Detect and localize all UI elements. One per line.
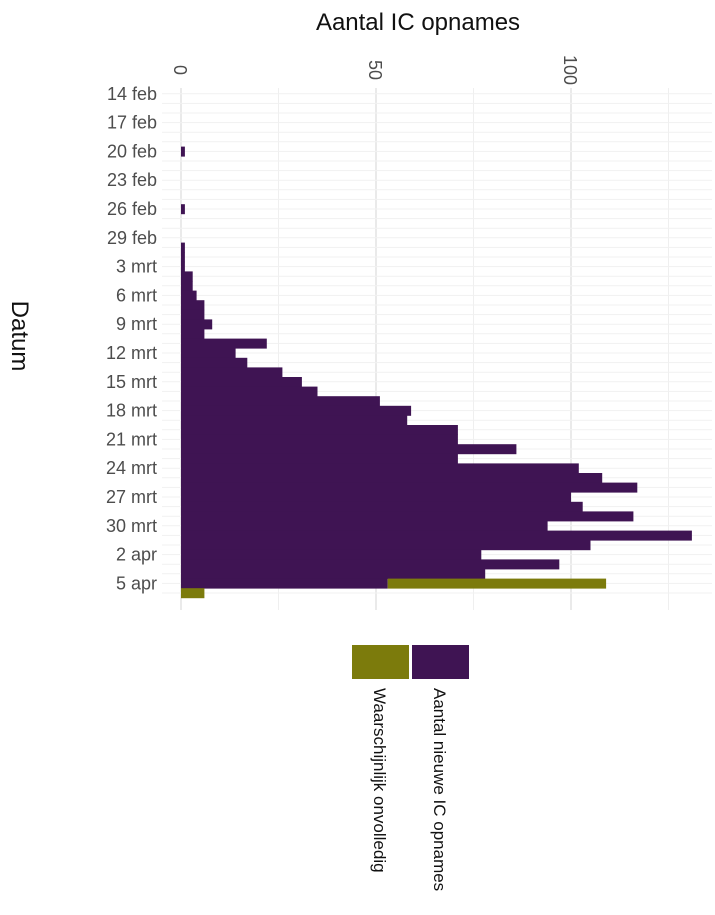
bar-new-ic-admissions <box>181 242 185 253</box>
bar-new-ic-admissions <box>181 329 205 339</box>
y-tick-label: 24 mrt <box>106 458 157 478</box>
y-tick-label: 18 mrt <box>106 401 157 421</box>
bar-new-ic-admissions <box>181 271 193 282</box>
y-axis-tick-labels: 14 feb 17 feb 20 feb 23 feb 26 feb 29 feb 3 mr… <box>106 84 157 594</box>
bar-new-ic-admissions <box>181 309 205 320</box>
bar-new-ic-admissions <box>181 204 185 215</box>
bar-new-ic-admissions <box>181 261 185 272</box>
bar-probably-incomplete <box>181 588 205 599</box>
bar-new-ic-admissions <box>181 396 380 407</box>
bar-new-ic-admissions <box>181 281 193 291</box>
bar-new-ic-admissions <box>181 386 318 397</box>
y-tick-label: 27 mrt <box>106 487 157 507</box>
bar-new-ic-admissions <box>181 492 571 503</box>
y-tick-label: 5 apr <box>116 573 157 593</box>
bar-new-ic-admissions <box>181 357 248 368</box>
bar-new-ic-admissions <box>181 252 185 263</box>
bar-new-ic-admissions <box>181 569 486 579</box>
x-tick-label: 100 <box>560 55 580 85</box>
bar-new-ic-admissions <box>181 482 638 493</box>
y-tick-label: 30 mrt <box>106 516 157 536</box>
bar-new-ic-admissions <box>181 425 458 435</box>
bar-new-ic-admissions <box>181 578 388 589</box>
bars <box>181 146 692 599</box>
x-tick-label: 50 <box>365 60 385 80</box>
bar-new-ic-admissions <box>181 319 213 330</box>
y-tick-label: 14 feb <box>107 84 157 104</box>
legend-label-probably-incomplete: Waarschijnlijk onvolledig <box>370 688 389 873</box>
y-tick-label: 15 mrt <box>106 372 157 392</box>
y-tick-label: 6 mrt <box>116 285 157 305</box>
bar-probably-incomplete <box>387 578 607 589</box>
bar-new-ic-admissions <box>181 511 634 522</box>
legend-key-new-ic-admissions <box>412 645 469 679</box>
bar-new-ic-admissions <box>181 463 579 474</box>
bar-new-ic-admissions <box>181 338 267 349</box>
legend-label-new-ic-admissions: Aantal nieuwe IC opnames <box>430 688 449 891</box>
bar-new-ic-admissions <box>181 501 583 512</box>
y-tick-label: 17 feb <box>107 113 157 133</box>
legend-key-probably-incomplete <box>352 645 409 679</box>
y-tick-label: 26 feb <box>107 199 157 219</box>
plot-panel <box>162 88 712 610</box>
bar-new-ic-admissions <box>181 521 548 531</box>
bar-new-ic-admissions <box>181 377 302 387</box>
bar-new-ic-admissions <box>181 540 591 551</box>
y-tick-label: 23 feb <box>107 170 157 190</box>
bar-new-ic-admissions <box>181 453 458 464</box>
bar-new-ic-admissions <box>181 434 458 445</box>
y-tick-label: 9 mrt <box>116 314 157 334</box>
bar-new-ic-admissions <box>181 530 692 541</box>
bar-new-ic-admissions <box>181 290 197 301</box>
bar-new-ic-admissions <box>181 300 205 311</box>
bar-new-ic-admissions <box>181 559 560 570</box>
y-tick-label: 21 mrt <box>106 429 157 449</box>
bar-new-ic-admissions <box>181 348 236 359</box>
x-tick-label: 0 <box>170 65 190 75</box>
y-tick-label: 2 apr <box>116 545 157 565</box>
bar-new-ic-admissions <box>181 405 412 416</box>
y-tick-label: 20 feb <box>107 141 157 161</box>
bar-new-ic-admissions <box>181 444 517 455</box>
bar-new-ic-admissions <box>181 549 482 560</box>
x-axis-title: Aantal IC opnames <box>316 9 520 36</box>
bar-new-ic-admissions <box>181 146 185 157</box>
bar-new-ic-admissions <box>181 473 603 483</box>
y-tick-label: 3 mrt <box>116 257 157 277</box>
x-axis-tick-labels: 0 50 100 <box>170 55 580 85</box>
legend: Waarschijnlijk onvolledig Aantal nieuwe I… <box>352 645 469 891</box>
bar-new-ic-admissions <box>181 367 283 378</box>
y-axis-title: Datum <box>6 301 33 372</box>
y-tick-label: 12 mrt <box>106 343 157 363</box>
bar-new-ic-admissions <box>181 415 408 426</box>
y-tick-label: 29 feb <box>107 228 157 248</box>
